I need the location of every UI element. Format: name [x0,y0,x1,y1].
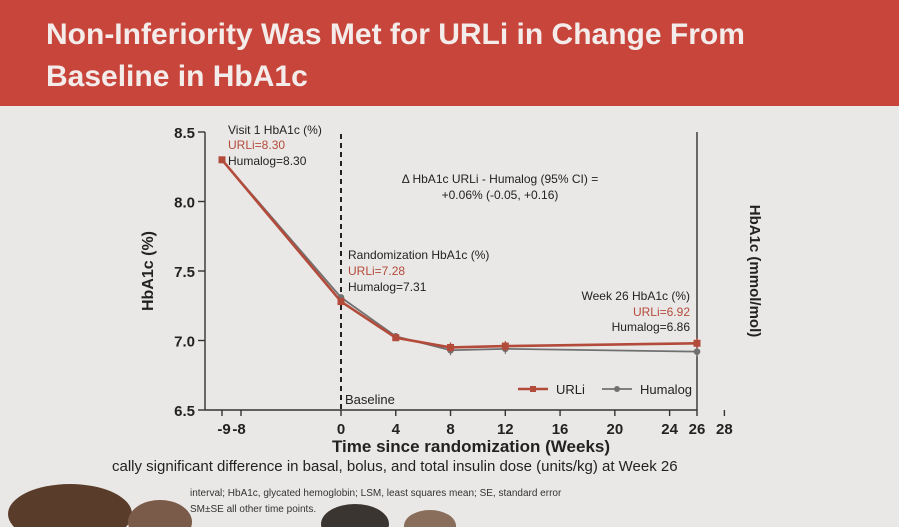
point-urli [337,298,345,306]
legend-label-humalog: Humalog [640,382,692,397]
baseline-marker: Baseline [340,134,395,410]
footnote-line-2: interval; HbA1c, glycated hemoglobin; LS… [190,488,562,499]
title-banner: Non-Inferiority Was Met for URLi in Chan… [0,0,899,106]
y-tick-label: 6.5 [174,403,195,420]
annotations: Visit 1 HbA1c (%)URLi=8.30 Humalog=8.30 Δ … [228,123,690,334]
point-urli [218,156,226,164]
legend-marker-humalog [614,386,620,392]
x-tick-label: 28 [716,421,733,438]
y-axis-title: HbA1c (%) [140,231,157,311]
x-tick-label: 4 [392,421,401,438]
y-axis: 6.5 7.0 7.5 8.0 8.5 HbA1c (%) [140,125,206,420]
x-axis: -9 -8 0 4 8 12 16 20 24 26 28 Time since randomizat… [205,409,733,456]
x-tick-label: 8 [446,421,454,438]
y-tick-label: 8.0 [174,195,195,212]
point-urli [392,334,400,342]
y-tick-label: 7.0 [174,334,195,351]
y-tick-label: 8.5 [174,125,195,142]
y2-axis-title: HbA1c (mmol/mol) [746,205,763,338]
annotation-rand-urli: URLi=7.28 [348,264,405,278]
x-tick-label: 12 [497,421,514,438]
annotation-delta-line1: Δ HbA1c URLi - Humalog (95% CI) = [402,172,598,186]
annotation-wk26-humalog: Humalog=6.86 [612,320,691,334]
annotation-rand-humalog: Humalog=7.31 [348,280,427,294]
hba1c-line-chart: 6.5 7.0 7.5 8.0 8.5 HbA1c (%) 50556065HbA1c (… [140,123,763,456]
x-tick-label: -8 [232,421,245,438]
annotation-delta-line2: +0.06% (-0.05, +0.16) [442,188,559,202]
series-group [218,156,701,357]
x-tick-label: 0 [337,421,345,438]
annotation-visit1-urli: URLi=8.30 [228,138,285,152]
legend-label-urli: URLi [556,382,585,397]
footnote-line-1: cally significant difference in basal, b… [112,458,678,475]
y-tick-label: 7.5 [174,264,195,281]
x-axis-title: Time since randomization (Weeks) [332,437,610,456]
annotation-wk26-urli: URLi=6.92 [633,305,690,319]
legend: URLi Humalog [518,382,692,397]
legend-marker-urli [530,386,536,392]
annotation-visit1-humalog: Humalog=8.30 [228,154,307,168]
y2-axis: 50556065HbA1c (mmol/mol) [696,132,763,410]
x-tick-label: 16 [552,421,569,438]
x-tick-label: -9 [217,421,230,438]
x-tick-label: 24 [661,421,678,438]
footnote-line-3: SM±SE all other time points. [190,504,317,515]
baseline-label: Baseline [345,392,395,407]
annotation-wk26-title: Week 26 HbA1c (%) [582,289,691,303]
annotation-rand-title: Randomization HbA1c (%) [348,248,489,262]
x-tick-label: 26 [689,421,706,438]
x-tick-label: 20 [607,421,624,438]
series-line-urli [221,158,698,349]
annotation-visit1-title: Visit 1 HbA1c (%) [228,123,322,137]
slide-title: Non-Inferiority Was Met for URLi in Chan… [46,18,745,93]
